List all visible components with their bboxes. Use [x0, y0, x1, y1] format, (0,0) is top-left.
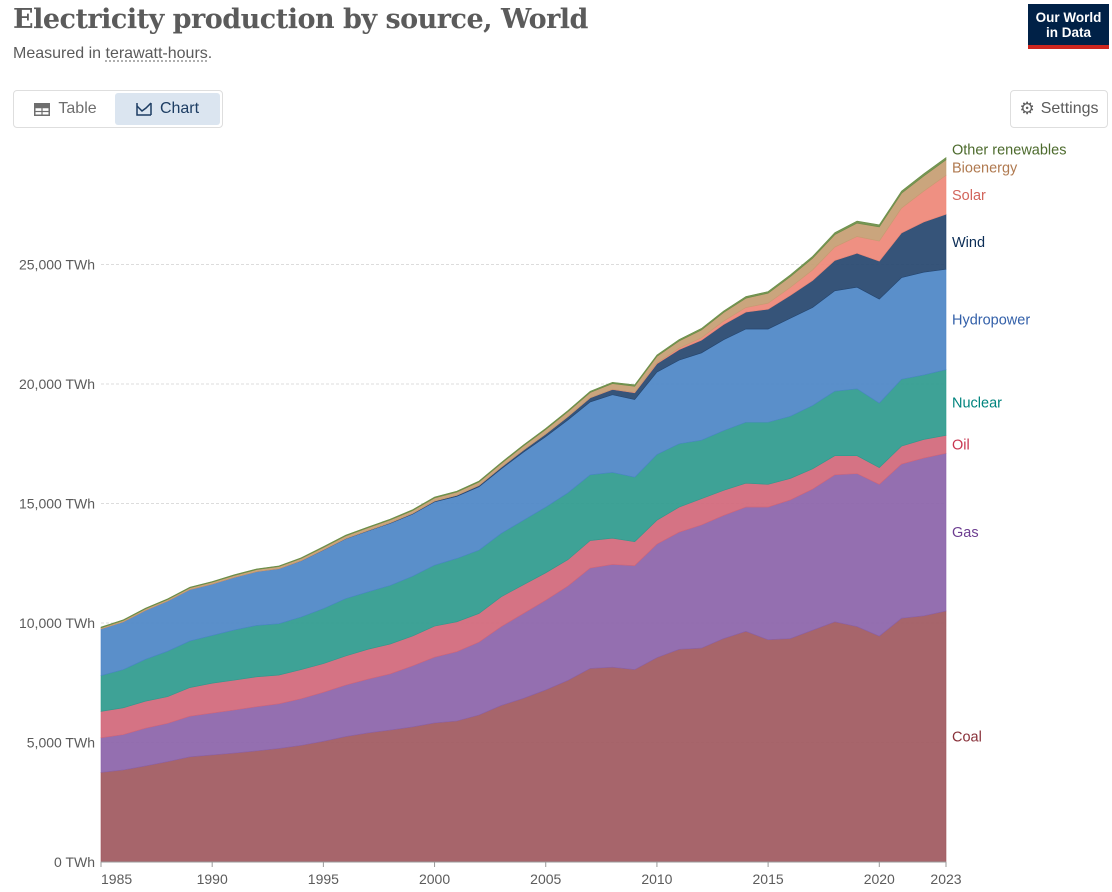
- y-tick-label: 0 TWh: [54, 854, 95, 870]
- series-labels: Coal Gas Oil Nuclear Hydropower Wind Solar Bioe…: [952, 143, 1066, 746]
- y-tick-label: 20,000 TWh: [19, 376, 95, 392]
- x-tick-label: 2010: [641, 871, 672, 887]
- page-title: Electricity production by source, World: [13, 4, 588, 35]
- series-label-bioenergy[interactable]: Bioenergy: [952, 161, 1018, 177]
- series-label-gas[interactable]: Gas: [952, 525, 979, 541]
- series-label-solar[interactable]: Solar: [952, 188, 986, 204]
- owid-logo[interactable]: Our World in Data: [1028, 4, 1109, 49]
- chart-icon: [136, 102, 152, 116]
- tab-table[interactable]: Table: [16, 93, 115, 125]
- x-tick-label: 2005: [530, 871, 561, 887]
- tab-chart[interactable]: Chart: [115, 93, 220, 125]
- subtitle-suffix: .: [207, 45, 213, 62]
- tab-table-label: Table: [58, 100, 97, 117]
- series-label-nuclear[interactable]: Nuclear: [952, 396, 1002, 412]
- x-tick-label: 1995: [308, 871, 339, 887]
- series-label-coal[interactable]: Coal: [952, 730, 982, 746]
- series-label-other-renewables[interactable]: Other renewables: [952, 143, 1066, 159]
- subtitle-prefix: Measured in: [13, 45, 106, 62]
- view-tabs: Table Chart: [13, 90, 223, 128]
- settings-label: Settings: [1040, 100, 1099, 117]
- series-label-hydropower[interactable]: Hydropower: [952, 312, 1030, 328]
- x-tick-label: 1985: [101, 871, 132, 887]
- y-tick-label: 10,000 TWh: [19, 615, 95, 631]
- y-tick-label: 5,000 TWh: [27, 735, 95, 751]
- series-label-wind[interactable]: Wind: [952, 235, 985, 251]
- x-tick-label: 1990: [197, 871, 228, 887]
- logo-line-1: Our World: [1035, 10, 1102, 25]
- x-tick-label: 2023: [930, 871, 961, 887]
- x-tick-label: 2000: [419, 871, 450, 887]
- unit-link[interactable]: terawatt-hours: [105, 45, 208, 62]
- y-tick-label: 15,000 TWh: [19, 496, 95, 512]
- y-tick-label: 25,000 TWh: [19, 257, 95, 273]
- tab-chart-label: Chart: [159, 100, 200, 117]
- area-other-renewables[interactable]: [100, 156, 947, 629]
- x-tick-label: 2020: [864, 871, 895, 887]
- settings-button[interactable]: ⚙ Settings: [1010, 90, 1108, 128]
- x-tick-label: 2015: [753, 871, 784, 887]
- gear-icon: ⚙: [1019, 99, 1035, 118]
- logo-line-2: in Data: [1045, 25, 1091, 40]
- series-label-oil[interactable]: Oil: [952, 437, 970, 453]
- area-series: [100, 156, 947, 863]
- page-subtitle: Measured in terawatt-hours.: [13, 45, 212, 63]
- table-icon: [34, 102, 51, 116]
- axes: 0 TWh 5,000 TWh 10,000 TWh 15,000 TWh 20,000…: [19, 257, 962, 888]
